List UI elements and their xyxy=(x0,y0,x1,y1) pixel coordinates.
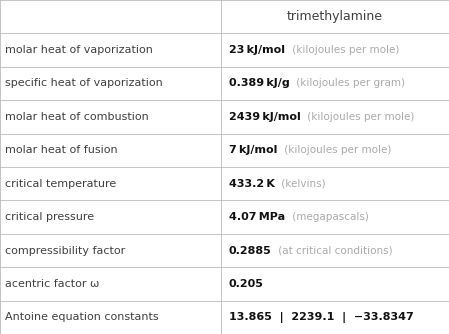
Text: critical pressure: critical pressure xyxy=(5,212,94,222)
Text: molar heat of combustion: molar heat of combustion xyxy=(5,112,149,122)
Text: (kelvins): (kelvins) xyxy=(278,179,326,189)
Text: specific heat of vaporization: specific heat of vaporization xyxy=(5,78,163,89)
Text: Antoine equation constants: Antoine equation constants xyxy=(5,312,159,322)
Text: trimethylamine: trimethylamine xyxy=(287,10,383,23)
Text: acentric factor ω: acentric factor ω xyxy=(5,279,100,289)
Text: 0.205: 0.205 xyxy=(229,279,264,289)
Text: 7 kJ/mol: 7 kJ/mol xyxy=(229,145,277,155)
Text: molar heat of vaporization: molar heat of vaporization xyxy=(5,45,153,55)
Text: (megapascals): (megapascals) xyxy=(289,212,369,222)
Text: 433.2 K: 433.2 K xyxy=(229,179,275,189)
Text: (kilojoules per gram): (kilojoules per gram) xyxy=(293,78,405,89)
Text: (kilojoules per mole): (kilojoules per mole) xyxy=(281,145,392,155)
Text: 2439 kJ/mol: 2439 kJ/mol xyxy=(229,112,301,122)
Text: (kilojoules per mole): (kilojoules per mole) xyxy=(304,112,415,122)
Text: (kilojoules per mole): (kilojoules per mole) xyxy=(289,45,399,55)
Text: molar heat of fusion: molar heat of fusion xyxy=(5,145,118,155)
Text: 4.07 MPa: 4.07 MPa xyxy=(229,212,285,222)
Text: 13.865  |  2239.1  |  −33.8347: 13.865 | 2239.1 | −33.8347 xyxy=(229,312,414,323)
Text: 23 kJ/mol: 23 kJ/mol xyxy=(229,45,285,55)
Text: critical temperature: critical temperature xyxy=(5,179,117,189)
Text: (at critical conditions): (at critical conditions) xyxy=(275,245,393,256)
Text: 0.2885: 0.2885 xyxy=(229,245,272,256)
Text: 0.389 kJ/g: 0.389 kJ/g xyxy=(229,78,290,89)
Text: compressibility factor: compressibility factor xyxy=(5,245,126,256)
